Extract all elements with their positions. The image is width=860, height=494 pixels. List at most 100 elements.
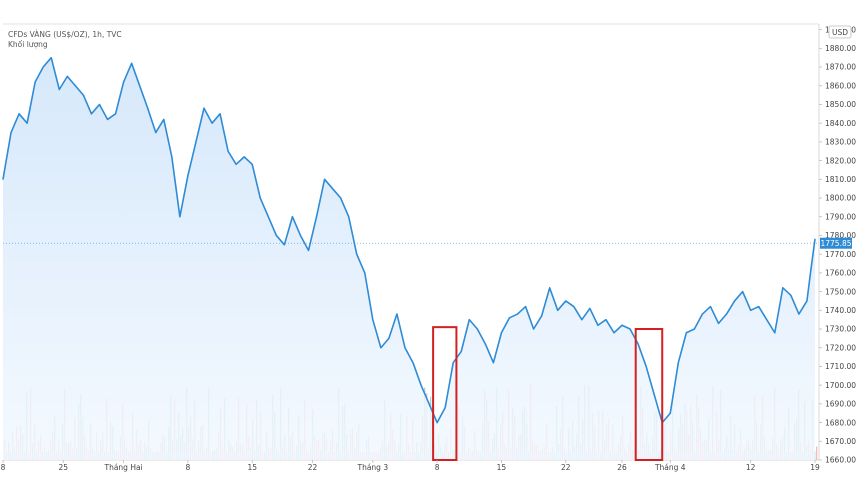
price-point <box>484 343 486 345</box>
price-point <box>733 300 736 302</box>
price-point <box>541 315 543 317</box>
price-point <box>388 337 390 339</box>
y-tick-label: 1700.00 <box>825 381 856 390</box>
price-point <box>66 75 68 77</box>
price-point <box>460 350 462 353</box>
price-point <box>645 365 647 368</box>
y-tick-label: 1830.00 <box>825 138 856 147</box>
y-tick-label: 1870.00 <box>825 63 856 72</box>
y-tick-label: 1770.00 <box>825 250 856 259</box>
x-tick-label: Tháng 3 <box>357 463 389 472</box>
price-point <box>436 421 438 424</box>
x-tick-label: 8 <box>186 463 191 472</box>
price-point <box>396 313 398 315</box>
price-point <box>195 141 197 143</box>
price-point <box>291 216 294 218</box>
y-tick-label: 1690.00 <box>825 400 856 409</box>
price-point <box>468 319 470 321</box>
y-tick-label: 1820.00 <box>825 156 856 165</box>
y-tick-label: 1760.00 <box>825 269 856 278</box>
y-tick-label: 1730.00 <box>825 325 856 334</box>
highlight-box <box>432 326 458 462</box>
price-point <box>629 328 631 330</box>
price-point <box>533 328 535 330</box>
price-point <box>235 163 237 165</box>
last-price-label: 1775.85 <box>820 239 851 248</box>
price-point <box>74 85 76 87</box>
price-point <box>810 268 812 270</box>
highlight-boxes <box>432 326 664 462</box>
last-price-box <box>820 237 852 249</box>
price-point <box>307 249 310 252</box>
price-point <box>428 403 430 405</box>
price-point <box>790 294 792 296</box>
legend-volume-label: Khối lượng <box>8 40 48 49</box>
last-price-tag: 1775.85 <box>820 237 852 249</box>
price-point <box>717 322 720 324</box>
y-tick-label: 1670.00 <box>825 437 856 446</box>
x-tick-label: 15 <box>247 463 257 472</box>
price-point <box>589 307 591 310</box>
price-point <box>171 156 173 158</box>
price-point <box>98 103 101 106</box>
price-point <box>243 156 245 158</box>
x-tick-label: Tháng Hai <box>104 463 143 472</box>
price-point <box>774 332 776 334</box>
price-point <box>155 131 157 134</box>
price-point <box>18 113 20 115</box>
price-point <box>131 62 133 64</box>
price-point <box>798 313 800 315</box>
price-point <box>677 362 679 364</box>
price-point <box>709 305 712 308</box>
price-point <box>516 313 519 315</box>
price-point <box>139 85 141 87</box>
price-point <box>613 332 615 334</box>
price-point <box>524 305 527 308</box>
x-tick-label: 22 <box>561 463 571 472</box>
price-point <box>814 238 816 240</box>
y-tick-label: 1720.00 <box>825 343 856 352</box>
y-tick-label: 1660.00 <box>825 456 856 465</box>
x-tick-label: 8 <box>1 463 6 472</box>
currency-badge[interactable]: USD <box>828 25 852 39</box>
x-tick-label: 19 <box>810 463 820 472</box>
price-point <box>332 188 334 190</box>
price-point <box>782 287 784 289</box>
x-tick-label: 12 <box>746 463 756 472</box>
price-point <box>750 309 752 311</box>
price-point <box>637 343 639 345</box>
price-point <box>693 328 695 330</box>
price-point <box>476 328 478 330</box>
x-tick-label: 22 <box>308 463 318 472</box>
price-point <box>340 197 342 199</box>
price-point <box>492 362 494 364</box>
y-tick-label: 1680.00 <box>825 418 856 427</box>
x-axis[interactable]: 8 25 Tháng Hai 8 15 22 Tháng 3 8 15 22 26 Tháng 4 12… <box>1 460 820 472</box>
x-tick-label: 26 <box>617 463 627 472</box>
price-point <box>348 216 350 218</box>
price-point <box>179 216 181 218</box>
price-point <box>565 300 567 302</box>
price-point <box>356 253 358 255</box>
price-point <box>766 319 768 321</box>
price-point <box>10 131 12 134</box>
price-point <box>605 319 607 321</box>
price-area <box>3 57 815 461</box>
price-point <box>219 113 221 115</box>
price-point <box>557 309 559 311</box>
price-point <box>187 174 189 177</box>
price-point <box>621 324 623 326</box>
y-tick-label: 1850.00 <box>825 100 856 109</box>
price-point <box>2 178 4 180</box>
price-point <box>275 234 277 237</box>
y-tick-label: 1800.00 <box>825 194 856 203</box>
price-point <box>106 118 109 121</box>
y-tick-label: 1840.00 <box>825 119 856 128</box>
price-point <box>323 178 326 180</box>
price-point <box>742 290 744 293</box>
volume-bar <box>816 446 818 460</box>
y-axis[interactable]: 1660.00 1670.00 1680.00 1690.00 1700.00 1710.… <box>819 25 856 465</box>
price-point <box>508 317 511 319</box>
price-point <box>452 362 454 364</box>
price-point <box>581 319 583 321</box>
